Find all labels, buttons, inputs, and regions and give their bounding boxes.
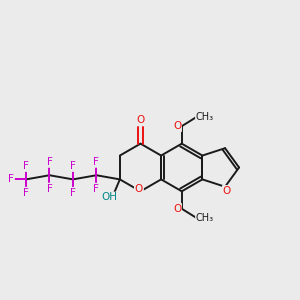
Text: F: F	[8, 174, 14, 184]
Text: O: O	[223, 186, 231, 196]
Text: F: F	[46, 157, 52, 167]
Text: CH₃: CH₃	[196, 213, 214, 223]
Text: F: F	[23, 161, 29, 171]
Text: F: F	[46, 184, 52, 194]
Text: F: F	[94, 157, 99, 167]
Text: O: O	[135, 184, 143, 194]
Text: OH: OH	[101, 193, 117, 202]
Text: F: F	[70, 188, 76, 198]
Text: F: F	[94, 184, 99, 194]
Text: F: F	[70, 161, 76, 171]
Text: O: O	[136, 116, 145, 125]
Text: CH₃: CH₃	[196, 112, 214, 122]
Text: O: O	[173, 204, 181, 214]
Text: F: F	[23, 188, 29, 198]
Text: O: O	[173, 121, 181, 131]
